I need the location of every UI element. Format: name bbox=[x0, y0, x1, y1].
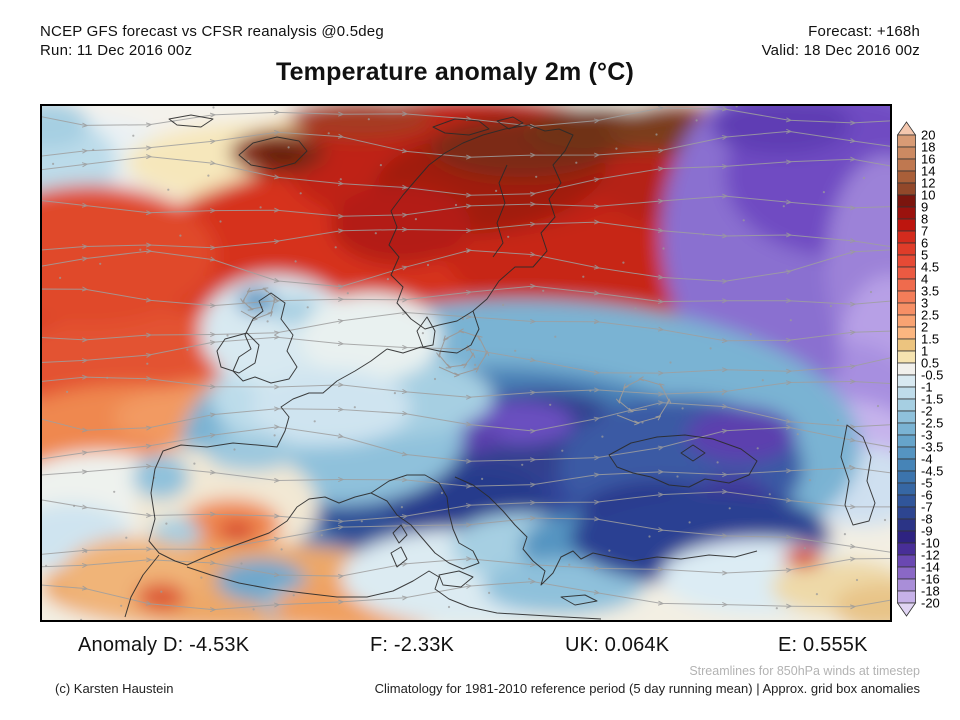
colorbar-tick-label: 3 bbox=[921, 296, 928, 311]
colorbar-tick-label: -6 bbox=[921, 488, 933, 503]
colorbar-tick-label: -0.5 bbox=[921, 368, 943, 383]
page-title: Temperature anomaly 2m (°C) bbox=[275, 58, 635, 86]
copyright: (c) Karsten Haustein bbox=[55, 681, 174, 696]
colorbar-temperature-scale: 20 18 16 14 12 10 9 8 7 6 5 4.5 4 3.5 3 2.5 2 1.5 1 0.5 -0.5… bbox=[896, 121, 959, 626]
colorbar-tick-label: 10 bbox=[921, 188, 935, 203]
valid-time: Valid: 18 Dec 2016 00z bbox=[761, 42, 920, 59]
colorbar-tick-label: 7 bbox=[921, 224, 928, 239]
colorbar-tick-label: -10 bbox=[921, 536, 940, 551]
climatology-note: Climatology for 1981-2010 reference peri… bbox=[374, 681, 920, 696]
anomaly-map bbox=[40, 104, 892, 622]
colorbar-tick-label: 14 bbox=[921, 164, 935, 179]
colorbar-tick-label: 4.5 bbox=[921, 260, 939, 275]
colorbar-tick-label: 1.5 bbox=[921, 332, 939, 347]
colorbar-tick-label: 12 bbox=[921, 176, 935, 191]
colorbar-tick-label: -3 bbox=[921, 428, 933, 443]
colorbar-tick-label: -18 bbox=[921, 584, 940, 599]
colorbar-tick-label: -14 bbox=[921, 560, 940, 575]
colorbar-tick-label: 0.5 bbox=[921, 356, 939, 371]
colorbar-tick-label: -7 bbox=[921, 500, 933, 515]
anomaly-map-canvas bbox=[41, 105, 891, 621]
colorbar-tick-label: -16 bbox=[921, 572, 940, 587]
colorbar-tick-label: -12 bbox=[921, 548, 940, 563]
anomaly-d: Anomaly D: -4.53K bbox=[78, 634, 250, 656]
colorbar-tick-label: 18 bbox=[921, 140, 935, 155]
forecast-lead: Forecast: +168h bbox=[808, 23, 920, 40]
colorbar-tick-label: 5 bbox=[921, 248, 928, 263]
colorbar-tick-label: -4.5 bbox=[921, 464, 943, 479]
colorbar-tick-label: 6 bbox=[921, 236, 928, 251]
colorbar-tick-label: 8 bbox=[921, 212, 928, 227]
colorbar-tick-label: -2.5 bbox=[921, 416, 943, 431]
colorbar-tick-label: 20 bbox=[921, 128, 935, 143]
colorbar-tick-label: -3.5 bbox=[921, 440, 943, 455]
forecast-info: Forecast: +168h Valid: 18 Dec 2016 00z bbox=[762, 22, 920, 60]
model-info: NCEP GFS forecast vs CFSR reanalysis @0.… bbox=[40, 22, 384, 60]
anomaly-e: E: 0.555K bbox=[778, 634, 868, 656]
colorbar-tick-label: -9 bbox=[921, 524, 933, 539]
wind-streamlines bbox=[41, 105, 891, 621]
streamlines-note: Streamlines for 850hPa winds at timestep bbox=[689, 664, 920, 678]
colorbar-tick-label: 1 bbox=[921, 344, 928, 359]
colorbar-tick-label: 3.5 bbox=[921, 284, 939, 299]
coastlines bbox=[124, 114, 876, 620]
colorbar-tick-label: 2.5 bbox=[921, 308, 939, 323]
colorbar-tick-label: -1 bbox=[921, 380, 933, 395]
colorbar-tick-label: -8 bbox=[921, 512, 933, 527]
run-line: Run: 11 Dec 2016 00z bbox=[40, 42, 193, 59]
colorbar-tick-label: 9 bbox=[921, 200, 928, 215]
model-line: NCEP GFS forecast vs CFSR reanalysis @0.… bbox=[40, 23, 384, 40]
colorbar-tick-label: 4 bbox=[921, 272, 928, 287]
colorbar-tick-label: -2 bbox=[921, 404, 933, 419]
anomaly-uk: UK: 0.064K bbox=[565, 634, 670, 656]
colorbar-tick-label: 2 bbox=[921, 320, 928, 335]
colorbar-tick-label: -4 bbox=[921, 452, 933, 467]
colorbar-tick-label: -1.5 bbox=[921, 392, 943, 407]
colorbar-tick-label: -20 bbox=[921, 596, 940, 611]
colorbar-tick-label: -5 bbox=[921, 476, 933, 491]
anomaly-f: F: -2.33K bbox=[370, 634, 455, 656]
colorbar-tick-label: 16 bbox=[921, 152, 935, 167]
